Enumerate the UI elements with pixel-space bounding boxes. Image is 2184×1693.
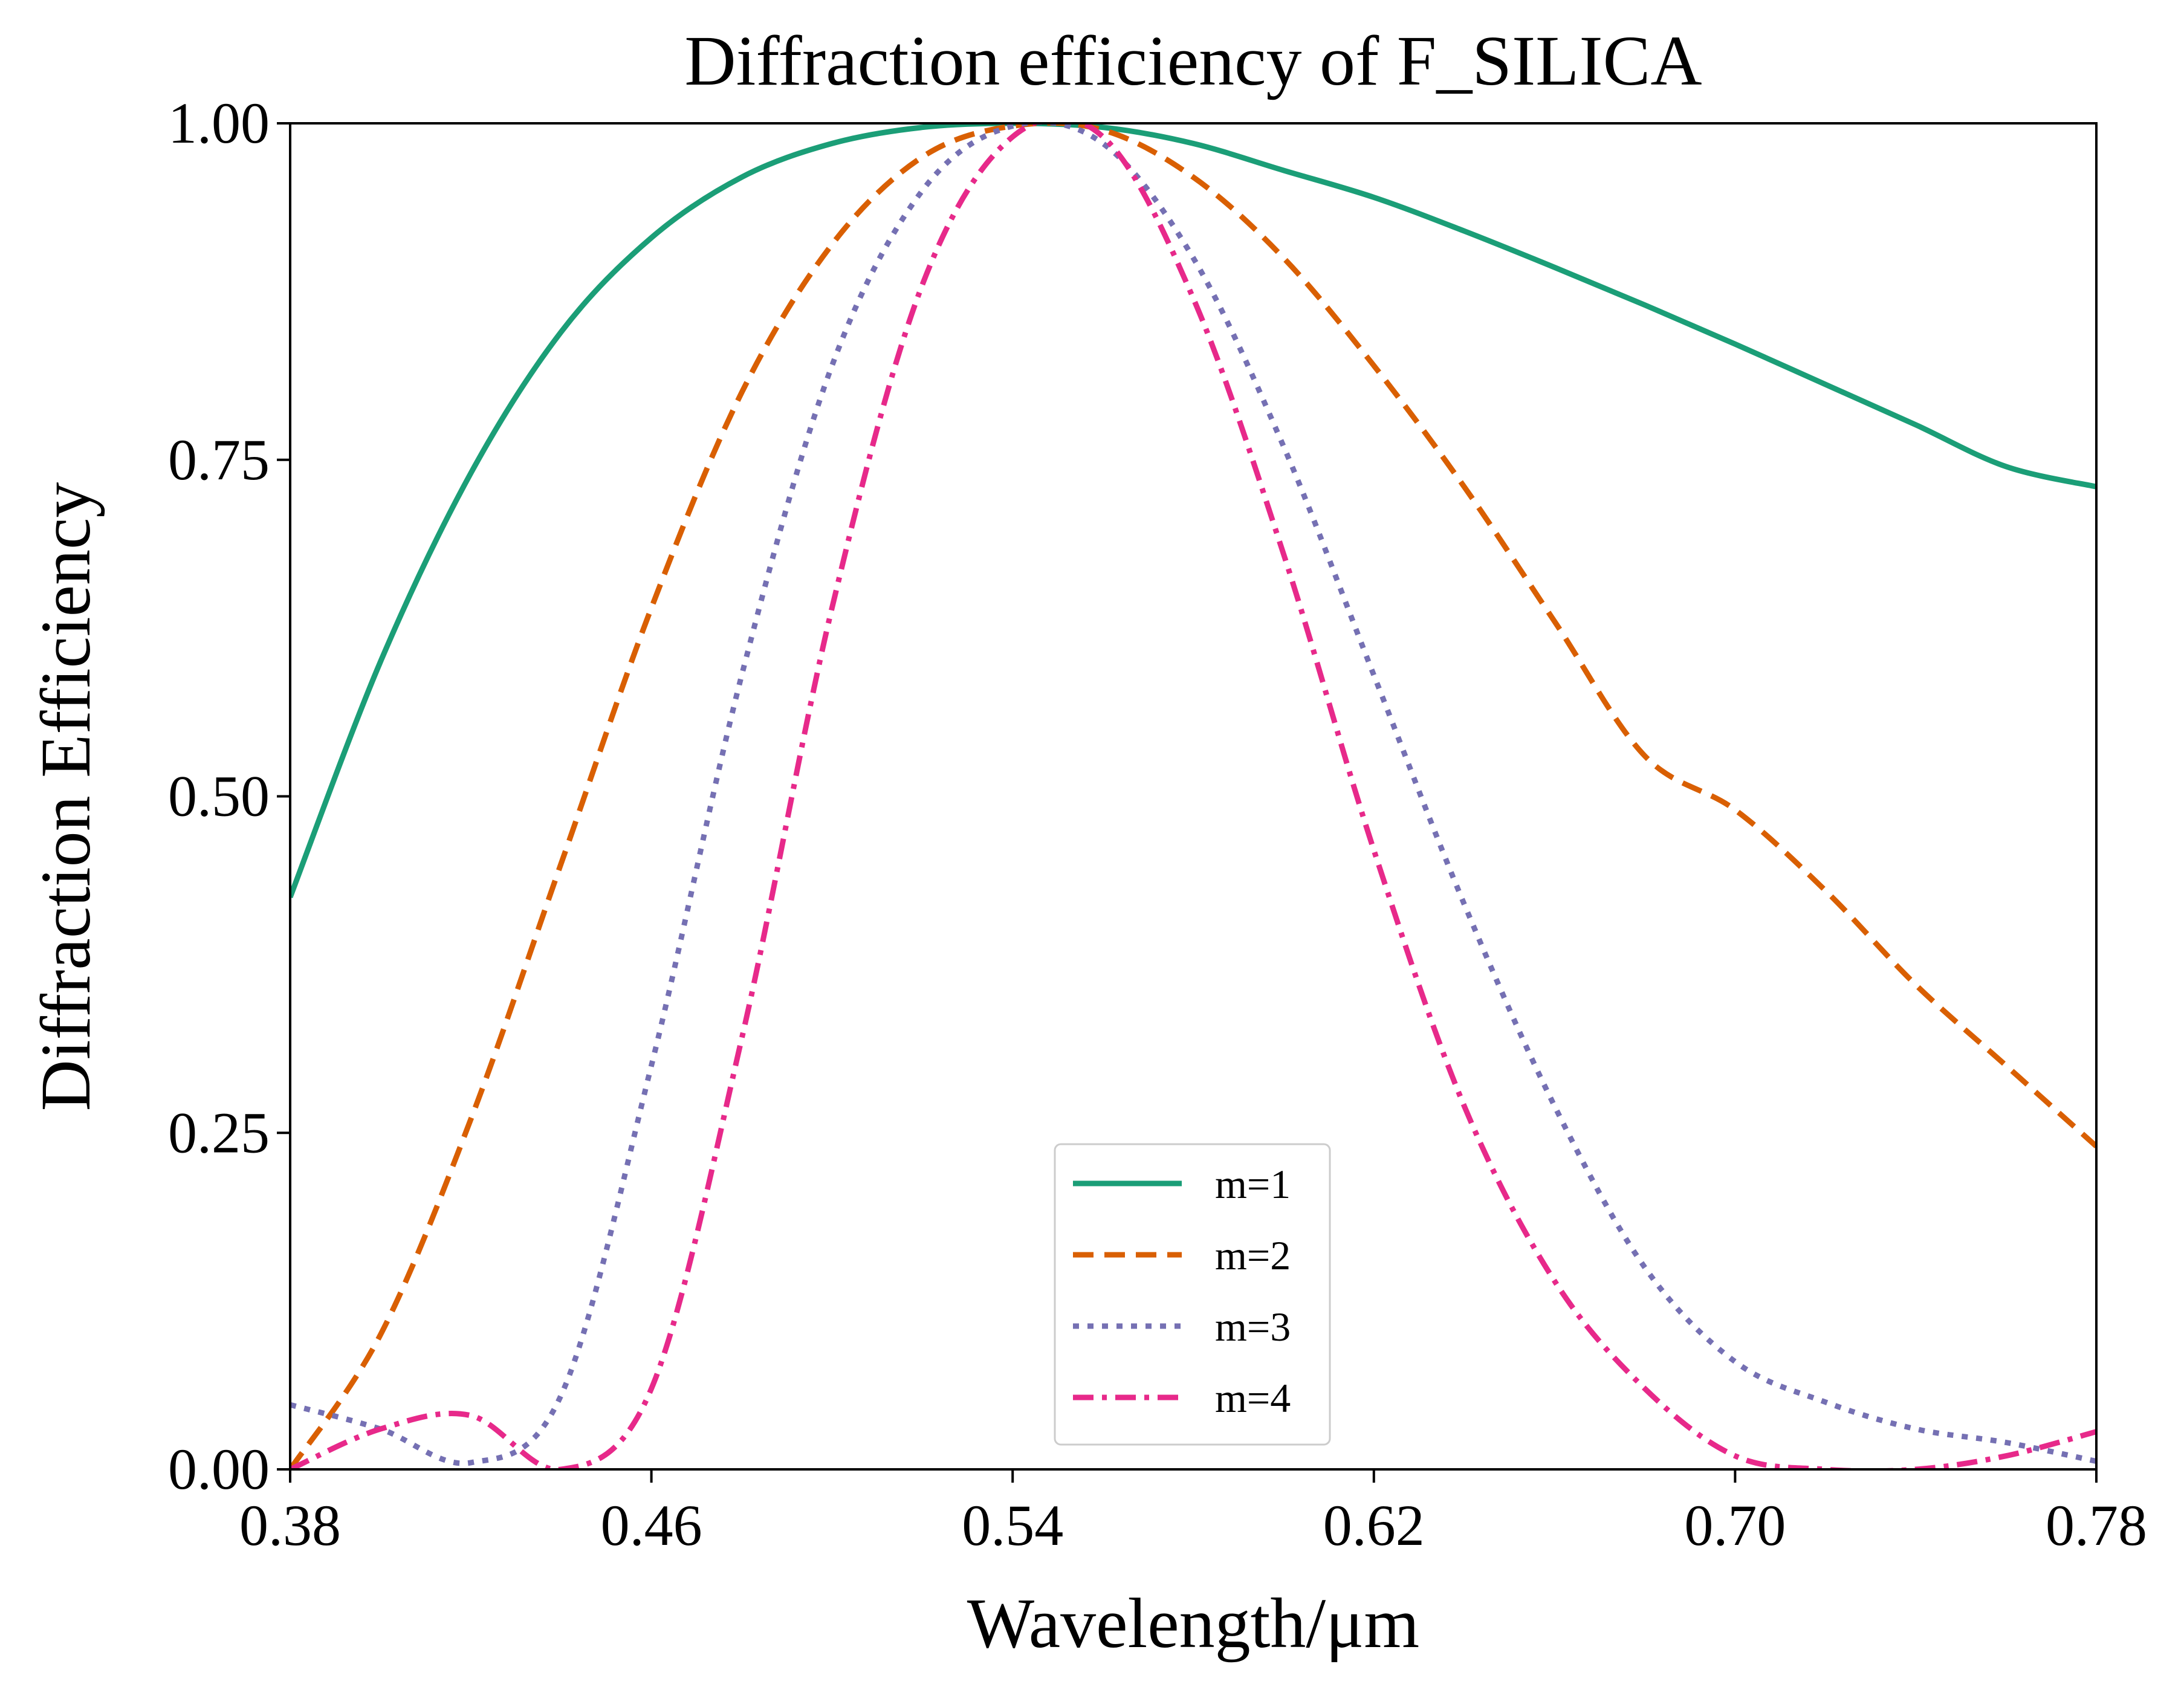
- y-tick-label: 0.75: [168, 427, 270, 492]
- legend: m=1 m=2 m=3 m=4: [1054, 1143, 1331, 1446]
- x-tick-label: 0.70: [1684, 1493, 1786, 1558]
- x-tick-label: 0.38: [239, 1493, 341, 1558]
- legend-label-2: m=2: [1215, 1232, 1291, 1278]
- x-tick-label: 0.54: [962, 1493, 1063, 1558]
- legend-label-1: m=1: [1215, 1161, 1291, 1207]
- y-tick-label: 0.00: [168, 1437, 270, 1501]
- legend-label-3: m=3: [1215, 1304, 1291, 1350]
- x-tick-label: 0.78: [2046, 1493, 2147, 1558]
- legend-label-4: m=4: [1215, 1375, 1291, 1421]
- series-line-2: [290, 123, 2096, 1469]
- x-axis-label: Wavelength/μm: [967, 1584, 1419, 1663]
- series-layer: [290, 123, 2096, 1469]
- y-axis-ticks: 0.00 0.25 0.50 0.75 1.00: [168, 91, 290, 1501]
- legend-box: [1054, 1143, 1331, 1446]
- y-tick-label: 0.25: [168, 1100, 270, 1165]
- y-axis-label: Diffraction Efficiency: [26, 482, 105, 1112]
- series-line-3: [290, 123, 2096, 1466]
- series-line-1: [290, 123, 2096, 899]
- x-axis-ticks: 0.38 0.46 0.54 0.62 0.70 0.78: [239, 1469, 2147, 1558]
- y-tick-label: 0.50: [168, 764, 270, 829]
- y-tick-label: 1.00: [168, 91, 270, 155]
- x-tick-label: 0.46: [601, 1493, 702, 1558]
- series-line-4: [290, 123, 2096, 1469]
- chart-title: Diffraction efficiency of F_SILICA: [684, 21, 1702, 100]
- x-tick-label: 0.62: [1323, 1493, 1425, 1558]
